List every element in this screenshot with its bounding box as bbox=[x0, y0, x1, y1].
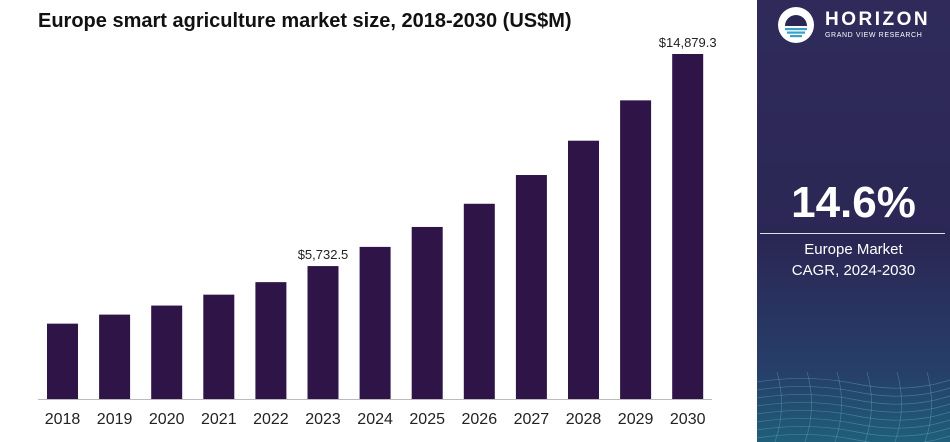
bar-2018 bbox=[47, 323, 78, 399]
x-tick-label: 2026 bbox=[462, 411, 498, 428]
x-tick-label: 2029 bbox=[618, 411, 654, 428]
brand-name: HORIZON bbox=[825, 8, 931, 30]
cagr-label-line-1: Europe Market bbox=[804, 241, 903, 258]
bar-2023 bbox=[307, 266, 339, 399]
bar-2019 bbox=[99, 314, 131, 399]
cagr-label-line-2: CAGR, 2024-2030 bbox=[791, 262, 916, 279]
chart-area: Europe smart agriculture market size, 20… bbox=[38, 10, 717, 428]
x-tick-label: 2025 bbox=[409, 411, 445, 428]
x-tick-label: 2028 bbox=[566, 411, 602, 428]
bar-2025 bbox=[411, 226, 443, 399]
sunrise-logo-icon bbox=[778, 7, 814, 43]
side-panel: HORIZON GRAND VIEW RESEARCH 14.6% Europe… bbox=[757, 0, 950, 442]
cagr-value: 14.6% bbox=[791, 178, 916, 227]
x-tick-label: 2027 bbox=[514, 411, 550, 428]
bar-2029 bbox=[620, 100, 652, 399]
chart-title: Europe smart agriculture market size, 20… bbox=[38, 10, 572, 32]
bar-2021 bbox=[203, 294, 235, 399]
bar-chart: 2018 2019 2020 2021 2022 2023 2024 2025 2026 2027… bbox=[38, 35, 717, 428]
bar-2026 bbox=[463, 203, 495, 399]
x-tick-label: 2023 bbox=[305, 411, 341, 428]
data-label-2023: $5,732.5 bbox=[298, 247, 349, 262]
divider bbox=[760, 233, 945, 234]
x-tick-label: 2021 bbox=[201, 411, 237, 428]
data-label-2030: $14,879.3 bbox=[659, 35, 717, 50]
x-tick-label: 2020 bbox=[149, 411, 185, 428]
bar-2020 bbox=[151, 305, 183, 399]
cagr-label: Europe Market CAGR, 2024-2030 bbox=[757, 239, 950, 281]
bar-2028 bbox=[568, 140, 599, 400]
bar-2022 bbox=[255, 282, 287, 399]
bar-2024 bbox=[359, 246, 391, 399]
bar-2030 bbox=[672, 54, 704, 399]
x-tick-label: 2019 bbox=[97, 411, 133, 428]
x-tick-label: 2024 bbox=[357, 411, 393, 428]
x-tick-label: 2022 bbox=[253, 411, 289, 428]
x-tick-label: 2018 bbox=[45, 411, 81, 428]
x-tick-label: 2030 bbox=[670, 411, 706, 428]
brand-logo: HORIZON GRAND VIEW RESEARCH bbox=[777, 6, 930, 44]
bar-2027 bbox=[515, 175, 547, 399]
wave-pattern-decoration bbox=[757, 372, 950, 442]
brand-subtitle: GRAND VIEW RESEARCH bbox=[825, 31, 923, 39]
